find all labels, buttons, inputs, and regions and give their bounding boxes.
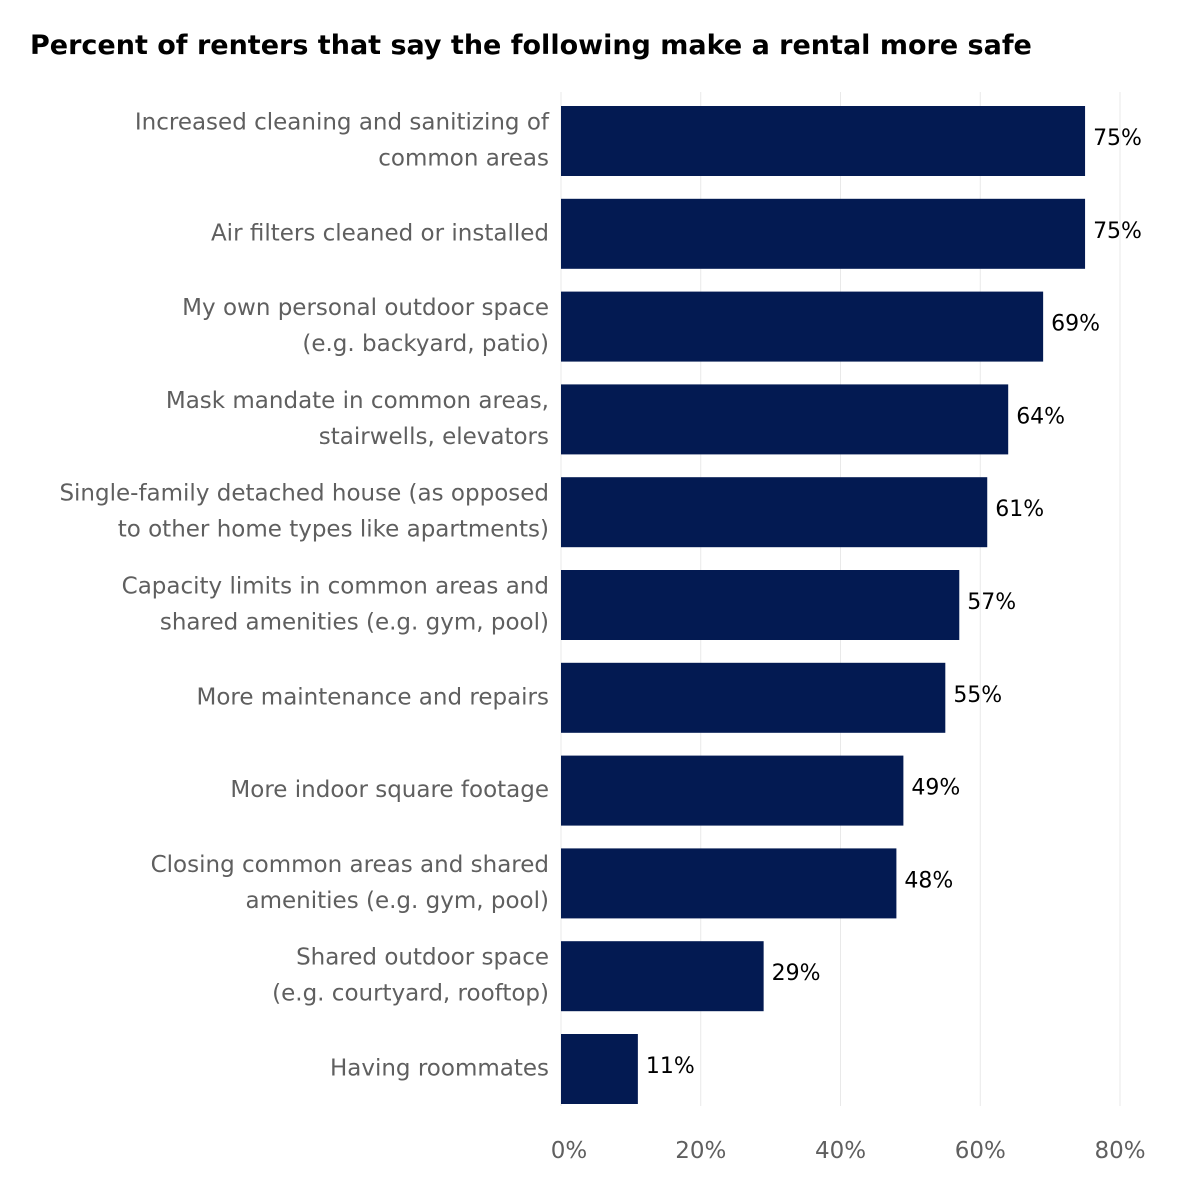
x-axis-ticks: 0% 20% 40% 60% 80% xyxy=(551,1138,1146,1164)
bar xyxy=(561,198,1086,269)
x-tick-label: 20% xyxy=(675,1138,726,1164)
bar xyxy=(561,477,988,548)
category-label: (e.g. courtyard, rooftop) xyxy=(272,981,549,1007)
category-label: Single-family detached house (as opposed xyxy=(59,481,549,507)
category-label: (e.g. backyard, patio) xyxy=(302,331,549,357)
value-labels: 75% 75% 69% 64% 61% 57% 55% 49% 48% 29% 11% xyxy=(646,126,1142,1079)
category-label: More indoor square footage xyxy=(230,777,549,803)
data-label: 75% xyxy=(1093,126,1142,151)
category-label: More maintenance and repairs xyxy=(196,684,549,710)
category-labels: Increased cleaning and sanitizing of comm… xyxy=(59,110,549,1082)
x-tick-label: 40% xyxy=(815,1138,866,1164)
bar xyxy=(561,941,764,1012)
bar xyxy=(561,106,1086,176)
category-label: My own personal outdoor space xyxy=(182,295,549,321)
category-label: Shared outdoor space xyxy=(296,945,549,971)
data-label: 11% xyxy=(646,1054,695,1079)
category-label: Air filters cleaned or installed xyxy=(211,220,549,246)
bar xyxy=(561,1034,638,1104)
data-label: 75% xyxy=(1093,219,1142,244)
x-tick-label: 0% xyxy=(551,1138,588,1164)
bar xyxy=(561,848,897,919)
data-label: 69% xyxy=(1051,312,1100,337)
data-label: 55% xyxy=(953,683,1002,708)
category-label: Capacity limits in common areas and xyxy=(122,574,549,600)
x-tick-label: 80% xyxy=(1094,1138,1145,1164)
category-label: Closing common areas and shared xyxy=(151,852,549,878)
category-label: shared amenities (e.g. gym, pool) xyxy=(160,610,549,636)
bar xyxy=(561,662,946,733)
bar xyxy=(561,755,904,826)
data-label: 57% xyxy=(967,590,1016,615)
bar xyxy=(561,291,1044,362)
category-label: Increased cleaning and sanitizing of xyxy=(135,110,550,136)
data-label: 29% xyxy=(772,961,821,986)
data-label: 48% xyxy=(904,868,953,893)
bar xyxy=(561,384,1009,455)
category-label: amenities (e.g. gym, pool) xyxy=(246,888,549,914)
bars xyxy=(561,106,1086,1104)
x-tick-label: 60% xyxy=(955,1138,1006,1164)
data-label: 64% xyxy=(1016,404,1065,429)
category-label: Having roommates xyxy=(330,1056,549,1082)
category-label: stairwells, elevators xyxy=(319,424,549,450)
bar xyxy=(561,570,960,640)
chart-title: Percent of renters that say the followin… xyxy=(30,30,1032,61)
category-label: common areas xyxy=(378,146,549,172)
category-label: Mask mandate in common areas, xyxy=(166,388,549,414)
category-label: to other home types like apartments) xyxy=(118,517,549,543)
data-label: 49% xyxy=(911,776,960,801)
data-label: 61% xyxy=(995,497,1044,522)
